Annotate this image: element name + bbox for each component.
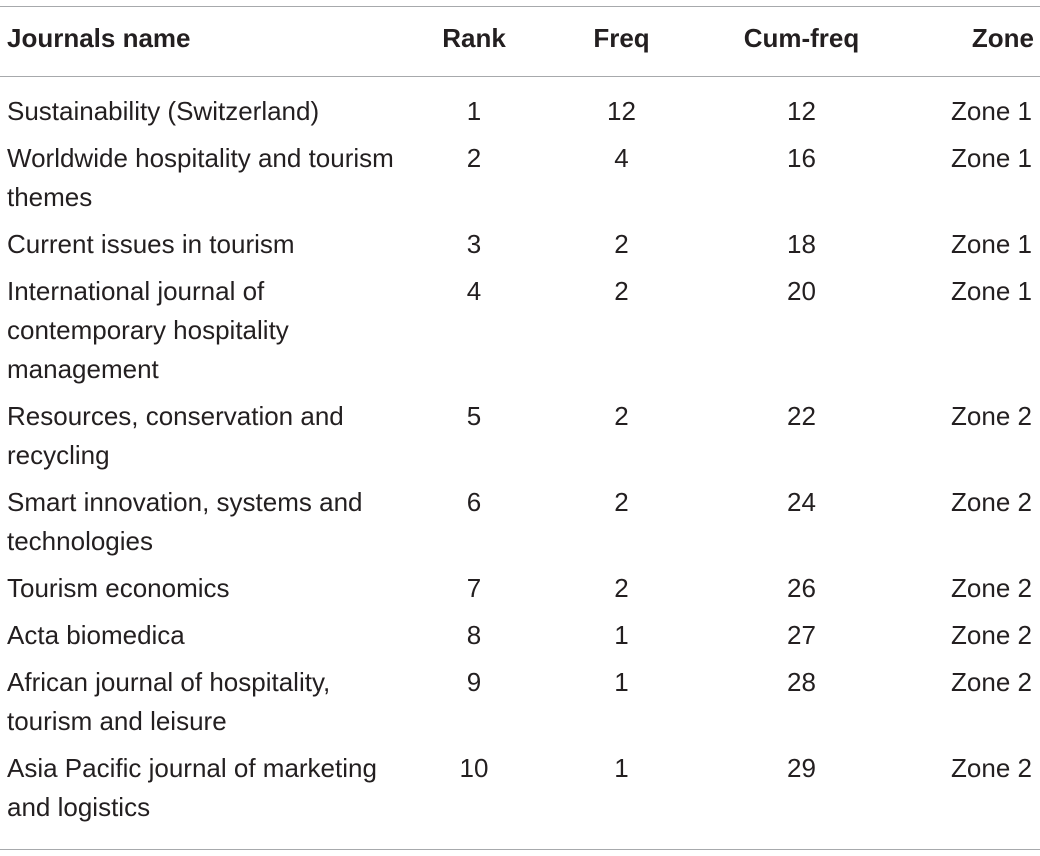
table-top-rule bbox=[0, 6, 1040, 7]
cell-cum-freq: 22 bbox=[787, 401, 816, 431]
cell-freq: 2 bbox=[614, 401, 629, 431]
table-row: International journal of contemporary ho… bbox=[0, 272, 1040, 397]
cell-zone: Zone 2 bbox=[951, 487, 1032, 517]
cell-zone: Zone 2 bbox=[951, 573, 1032, 603]
header-row: Journals name Rank Freq Cum-freq Zone bbox=[0, 0, 1040, 76]
header-journals-name: Journals name bbox=[7, 22, 191, 53]
cell-freq: 2 bbox=[614, 229, 629, 259]
cell-zone: Zone 2 bbox=[951, 620, 1032, 650]
cell-journal-name: Current issues in tourism bbox=[7, 229, 295, 259]
cell-journal-name: Resources, conservation and recycling bbox=[7, 401, 344, 470]
cell-rank: 4 bbox=[466, 276, 482, 306]
cell-freq: 1 bbox=[614, 667, 629, 697]
cell-freq: 1 bbox=[614, 620, 629, 650]
table-row: Tourism economics 7 2 26 Zone 2 bbox=[0, 569, 1040, 616]
cell-zone: Zone 1 bbox=[951, 229, 1032, 259]
table-row: Current issues in tourism 3 2 18 Zone 1 bbox=[0, 225, 1040, 272]
cell-journal-name: International journal of contemporary ho… bbox=[7, 276, 289, 384]
table-row: Resources, conservation and recycling 5 … bbox=[0, 397, 1040, 483]
cell-rank: 7 bbox=[466, 573, 482, 603]
header-cum-freq: Cum-freq bbox=[743, 22, 860, 53]
cell-cum-freq: 18 bbox=[787, 229, 816, 259]
table-header-rule bbox=[0, 76, 1040, 77]
cell-journal-name: Sustainability (Switzerland) bbox=[7, 96, 320, 126]
cell-rank: 8 bbox=[466, 620, 482, 650]
table-body: Sustainability (Switzerland) 1 12 12 Zon… bbox=[0, 76, 1040, 835]
cell-cum-freq: 12 bbox=[787, 96, 816, 126]
cell-rank: 2 bbox=[466, 143, 482, 173]
cell-cum-freq: 28 bbox=[787, 667, 816, 697]
cell-journal-name: Tourism economics bbox=[7, 573, 230, 603]
cell-cum-freq: 26 bbox=[787, 573, 816, 603]
cell-freq: 1 bbox=[614, 753, 629, 783]
header-zone: Zone bbox=[971, 22, 1034, 53]
cell-rank: 9 bbox=[466, 667, 482, 697]
table-row: Worldwide hospitality and tourism themes… bbox=[0, 139, 1040, 225]
cell-zone: Zone 1 bbox=[951, 96, 1032, 126]
cell-freq: 2 bbox=[614, 276, 629, 306]
table-row: African journal of hospitality, tourism … bbox=[0, 663, 1040, 749]
cell-journal-name: African journal of hospitality, tourism … bbox=[7, 667, 331, 736]
cell-zone: Zone 2 bbox=[951, 401, 1032, 431]
cell-freq: 12 bbox=[607, 96, 636, 126]
cell-journal-name: Worldwide hospitality and tourism themes bbox=[7, 143, 394, 212]
cell-cum-freq: 24 bbox=[787, 487, 816, 517]
cell-rank: 6 bbox=[466, 487, 482, 517]
cell-journal-name: Acta biomedica bbox=[7, 620, 185, 650]
cell-rank: 1 bbox=[466, 96, 482, 126]
cell-cum-freq: 29 bbox=[787, 753, 816, 783]
cell-zone: Zone 1 bbox=[951, 276, 1032, 306]
header-freq: Freq bbox=[593, 22, 650, 53]
cell-zone: Zone 2 bbox=[951, 667, 1032, 697]
table-row: Smart innovation, systems and technologi… bbox=[0, 483, 1040, 569]
table-bottom-rule bbox=[0, 849, 1040, 850]
cell-freq: 2 bbox=[614, 487, 629, 517]
cell-cum-freq: 20 bbox=[787, 276, 816, 306]
table-header: Journals name Rank Freq Cum-freq Zone bbox=[0, 0, 1040, 76]
cell-freq: 4 bbox=[614, 143, 629, 173]
cell-rank: 10 bbox=[459, 753, 489, 783]
table-row: Sustainability (Switzerland) 1 12 12 Zon… bbox=[0, 76, 1040, 139]
cell-rank: 5 bbox=[466, 401, 482, 431]
cell-zone: Zone 1 bbox=[951, 143, 1032, 173]
cell-cum-freq: 16 bbox=[787, 143, 816, 173]
cell-zone: Zone 2 bbox=[951, 753, 1032, 783]
table-row: Acta biomedica 8 1 27 Zone 2 bbox=[0, 616, 1040, 663]
cell-journal-name: Smart innovation, systems and technologi… bbox=[7, 487, 363, 556]
table-row: Asia Pacific journal of marketing and lo… bbox=[0, 749, 1040, 835]
cell-journal-name: Asia Pacific journal of marketing and lo… bbox=[7, 753, 377, 822]
cell-freq: 2 bbox=[614, 573, 629, 603]
journals-table: Journals name Rank Freq Cum-freq Zone Su… bbox=[0, 0, 1040, 835]
cell-cum-freq: 27 bbox=[787, 620, 816, 650]
cell-rank: 3 bbox=[466, 229, 482, 259]
header-rank: Rank bbox=[442, 22, 506, 53]
